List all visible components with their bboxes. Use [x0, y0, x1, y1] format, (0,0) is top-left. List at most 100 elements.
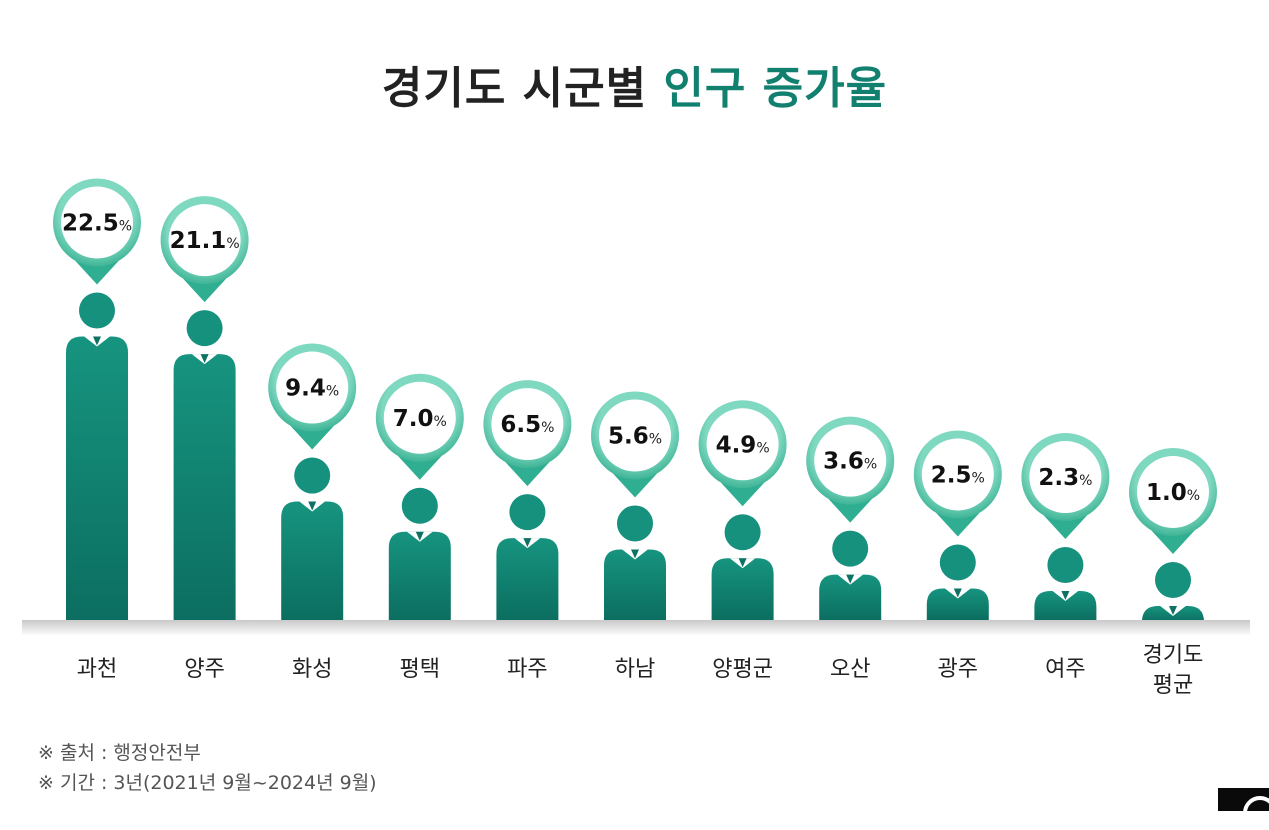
- bar-figure: 2.3%: [1021, 433, 1110, 620]
- data-label-value: 5.6: [608, 423, 649, 449]
- x-tick-label-line: 경기도: [1143, 643, 1204, 668]
- bar-chart: 22.5%21.1%9.4%7.0% 6.5% 5.6% 4.9%3.6% 2.5% 2.…: [22, 178, 1250, 698]
- x-tick-label-line: 여주: [1045, 657, 1085, 682]
- data-label: 5.6%: [608, 423, 662, 449]
- bar-figure: 22.5%: [53, 178, 141, 620]
- pin-tail: [613, 473, 657, 498]
- data-label-unit: %: [864, 457, 877, 473]
- bar-head: [617, 505, 653, 542]
- bar-tie: [1169, 606, 1177, 615]
- corner-overlay: [1218, 788, 1269, 830]
- x-tick-label-line: 파주: [507, 657, 547, 682]
- bar-head: [79, 292, 115, 329]
- bar-head: [832, 530, 869, 567]
- bar-tie: [738, 558, 747, 568]
- bar-figure: 3.6%: [806, 416, 895, 620]
- chart-title-accent: 인구 증가율: [663, 63, 888, 114]
- x-tick-label-line: 오산: [830, 657, 870, 682]
- bar: [66, 336, 128, 620]
- bar-head: [1155, 562, 1191, 598]
- data-label: 6.5%: [500, 412, 554, 438]
- data-label-value: 21.1: [170, 228, 227, 254]
- bar-tie: [953, 588, 962, 598]
- data-label-value: 2.5: [931, 463, 972, 489]
- bar-figure: 2.5%: [913, 430, 1002, 620]
- pin-face: [599, 399, 671, 472]
- data-label: 7.0%: [393, 406, 447, 432]
- x-tick-label-line: 하남: [615, 657, 655, 682]
- x-tick-label: 양주: [184, 657, 224, 682]
- x-tick-label: 여주: [1045, 657, 1085, 682]
- pin-tail: [397, 455, 442, 480]
- bar-head: [294, 457, 331, 494]
- x-tick-label: 양평군: [712, 657, 773, 682]
- data-label-value: 2.3: [1038, 465, 1079, 491]
- bar-tie: [93, 336, 101, 346]
- data-label-unit: %: [1187, 488, 1200, 504]
- pin-tail: [182, 278, 227, 303]
- bar-tie: [631, 549, 639, 559]
- bar: [604, 549, 666, 620]
- data-label: 1.0%: [1146, 480, 1200, 506]
- note-period: ※ 기간 : 3년(2021년 9월~2024년 9월): [38, 772, 377, 794]
- data-label: 2.3%: [1038, 465, 1092, 491]
- bar-figure: 5.6%: [591, 391, 679, 620]
- x-tick-label: 평택: [400, 657, 440, 682]
- pin-face: [276, 351, 349, 424]
- bar-tie: [308, 501, 317, 511]
- circle-icon: [1243, 796, 1269, 830]
- bar-figure: 4.9%: [698, 400, 787, 620]
- x-tick-label: 과천: [77, 657, 117, 682]
- x-tick-label-line: 과천: [77, 657, 117, 682]
- data-label-unit: %: [756, 440, 769, 456]
- bar: [1034, 591, 1097, 620]
- bar-head: [1047, 547, 1084, 584]
- pin-tail: [828, 498, 873, 523]
- data-label-value: 1.0: [1146, 480, 1187, 506]
- pin-face: [383, 381, 456, 454]
- bar-tie: [523, 538, 532, 548]
- bar-figure: 7.0%: [375, 373, 464, 620]
- baseline: [22, 620, 1250, 636]
- pin-face: [491, 388, 564, 461]
- bar-tie: [200, 354, 209, 364]
- data-label-unit: %: [541, 420, 554, 436]
- data-label-unit: %: [434, 414, 447, 430]
- x-tick-label: 하남: [615, 657, 655, 682]
- bar: [281, 501, 344, 620]
- bar-head: [509, 494, 546, 531]
- x-tick-label-line: 평택: [400, 657, 440, 682]
- data-label-value: 3.6: [823, 449, 864, 475]
- x-tick-label-line: 양평군: [712, 657, 773, 682]
- bar-head: [939, 544, 976, 581]
- pin-tail: [505, 462, 550, 487]
- data-label-value: 4.9: [716, 432, 757, 458]
- data-label: 3.6%: [823, 449, 877, 475]
- data-label-value: 22.5: [62, 211, 119, 237]
- x-tick-label: 화성: [292, 657, 332, 682]
- data-label: 4.9%: [716, 432, 770, 458]
- pin-face: [168, 204, 241, 277]
- bar-tie: [846, 574, 855, 584]
- data-label-unit: %: [649, 431, 662, 447]
- bar-figure: 21.1%: [160, 196, 249, 620]
- data-label: 21.1%: [170, 228, 240, 254]
- data-label-unit: %: [226, 236, 239, 252]
- pin-face: [921, 438, 994, 511]
- bar: [711, 558, 774, 620]
- bar-figure: 6.5%: [483, 380, 572, 620]
- bar-figure: 1.0%: [1129, 448, 1217, 622]
- bar: [926, 588, 989, 620]
- bar: [496, 538, 559, 620]
- bar-head: [186, 310, 223, 347]
- pin-tail: [720, 482, 765, 507]
- note-source: ※ 출처 : 행정안전부: [38, 742, 201, 764]
- pin-face: [1029, 441, 1102, 514]
- data-label-value: 7.0: [393, 406, 434, 432]
- bar-head: [401, 487, 438, 524]
- data-label: 9.4%: [285, 376, 339, 402]
- pin-tail: [75, 260, 119, 285]
- bar-head: [724, 514, 761, 551]
- x-tick-label: 파주: [507, 657, 547, 682]
- bar: [819, 574, 882, 620]
